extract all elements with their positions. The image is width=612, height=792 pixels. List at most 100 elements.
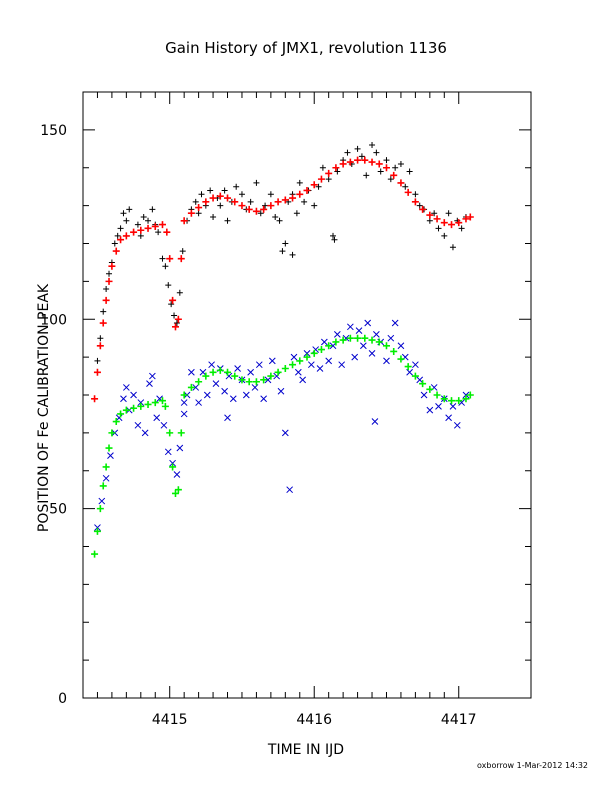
data-point: [94, 357, 101, 364]
data-point: [221, 387, 228, 395]
data-point: [179, 248, 186, 255]
data-point: [93, 527, 101, 535]
data-point: [375, 338, 383, 346]
data-point: [123, 384, 130, 391]
data-point: [299, 376, 307, 384]
data-point: [174, 315, 182, 323]
data-point: [364, 319, 372, 327]
data-point: [325, 357, 333, 365]
data-point: [346, 158, 354, 166]
data-point: [354, 334, 362, 342]
data-point: [402, 183, 409, 190]
data-point: [281, 196, 289, 204]
data-point: [289, 194, 297, 202]
data-point: [107, 452, 114, 459]
data-point: [145, 217, 152, 224]
data-point: [177, 255, 185, 263]
data-point: [91, 550, 99, 558]
data-point: [192, 198, 199, 205]
y-tick-label: 100: [40, 312, 67, 328]
data-point: [103, 285, 110, 292]
series-2: [91, 156, 474, 403]
data-point: [202, 372, 210, 380]
data-point: [233, 183, 240, 190]
data-point: [339, 336, 347, 344]
data-point: [224, 368, 232, 376]
data-point: [130, 404, 138, 412]
data-point: [325, 176, 332, 183]
data-point: [382, 164, 390, 172]
data-point: [382, 342, 390, 350]
data-point: [433, 391, 441, 399]
data-point: [419, 205, 427, 213]
data-point: [458, 225, 465, 232]
data-point: [303, 353, 311, 361]
data-point: [242, 391, 250, 399]
y-tick-label: 50: [49, 502, 67, 518]
data-point: [212, 380, 220, 387]
data-point: [149, 372, 156, 380]
data-point: [279, 248, 286, 255]
data-point: [274, 368, 282, 376]
data-point: [171, 323, 179, 331]
data-point: [253, 179, 260, 186]
data-point: [252, 378, 260, 386]
data-point: [231, 198, 239, 206]
data-point: [144, 224, 152, 232]
data-point: [282, 240, 289, 247]
data-point: [449, 244, 456, 251]
data-point: [257, 210, 264, 217]
data-point: [202, 198, 210, 206]
data-point: [445, 210, 452, 217]
data-point: [267, 372, 275, 380]
data-point: [173, 471, 181, 478]
data-point: [122, 232, 130, 240]
data-point: [301, 198, 308, 205]
data-point: [209, 194, 217, 202]
data-point: [97, 335, 104, 342]
data-point: [252, 207, 260, 215]
data-point: [137, 402, 145, 410]
data-point: [351, 353, 359, 361]
data-point: [255, 361, 263, 369]
data-point: [151, 399, 159, 407]
data-point: [433, 215, 441, 223]
data-point: [166, 429, 174, 437]
data-point: [163, 228, 171, 236]
data-point: [316, 365, 324, 372]
data-point: [411, 198, 419, 206]
data-point: [174, 486, 182, 494]
data-point: [325, 169, 333, 177]
data-point: [158, 397, 166, 405]
data-point: [369, 142, 376, 149]
chart-title: Gain History of JMX1, revolution 1136: [165, 39, 447, 57]
data-point: [234, 365, 241, 372]
data-point: [420, 391, 428, 399]
data-point: [251, 384, 259, 391]
y-axis-label: POSITION OF Fe CALIBRATION PEAK: [36, 283, 52, 532]
data-point: [134, 221, 141, 228]
data-point: [445, 414, 452, 422]
data-point: [416, 202, 423, 209]
data-point: [137, 226, 145, 234]
data-point: [435, 225, 442, 232]
data-point: [426, 217, 433, 224]
data-point: [347, 323, 354, 331]
data-point: [238, 202, 246, 210]
data-point: [96, 505, 104, 513]
data-point: [112, 418, 120, 426]
data-point: [260, 395, 267, 403]
data-point: [412, 361, 419, 369]
data-point: [122, 406, 130, 414]
series-4: [91, 334, 474, 558]
data-point: [137, 399, 145, 406]
x-tick-label: 4416: [296, 712, 332, 728]
data-point: [199, 368, 207, 376]
data-point: [130, 391, 137, 399]
data-point: [224, 217, 231, 224]
data-point: [397, 355, 405, 363]
data-point: [455, 219, 463, 227]
data-point: [126, 206, 133, 213]
data-point: [387, 176, 394, 183]
data-point: [426, 211, 434, 219]
